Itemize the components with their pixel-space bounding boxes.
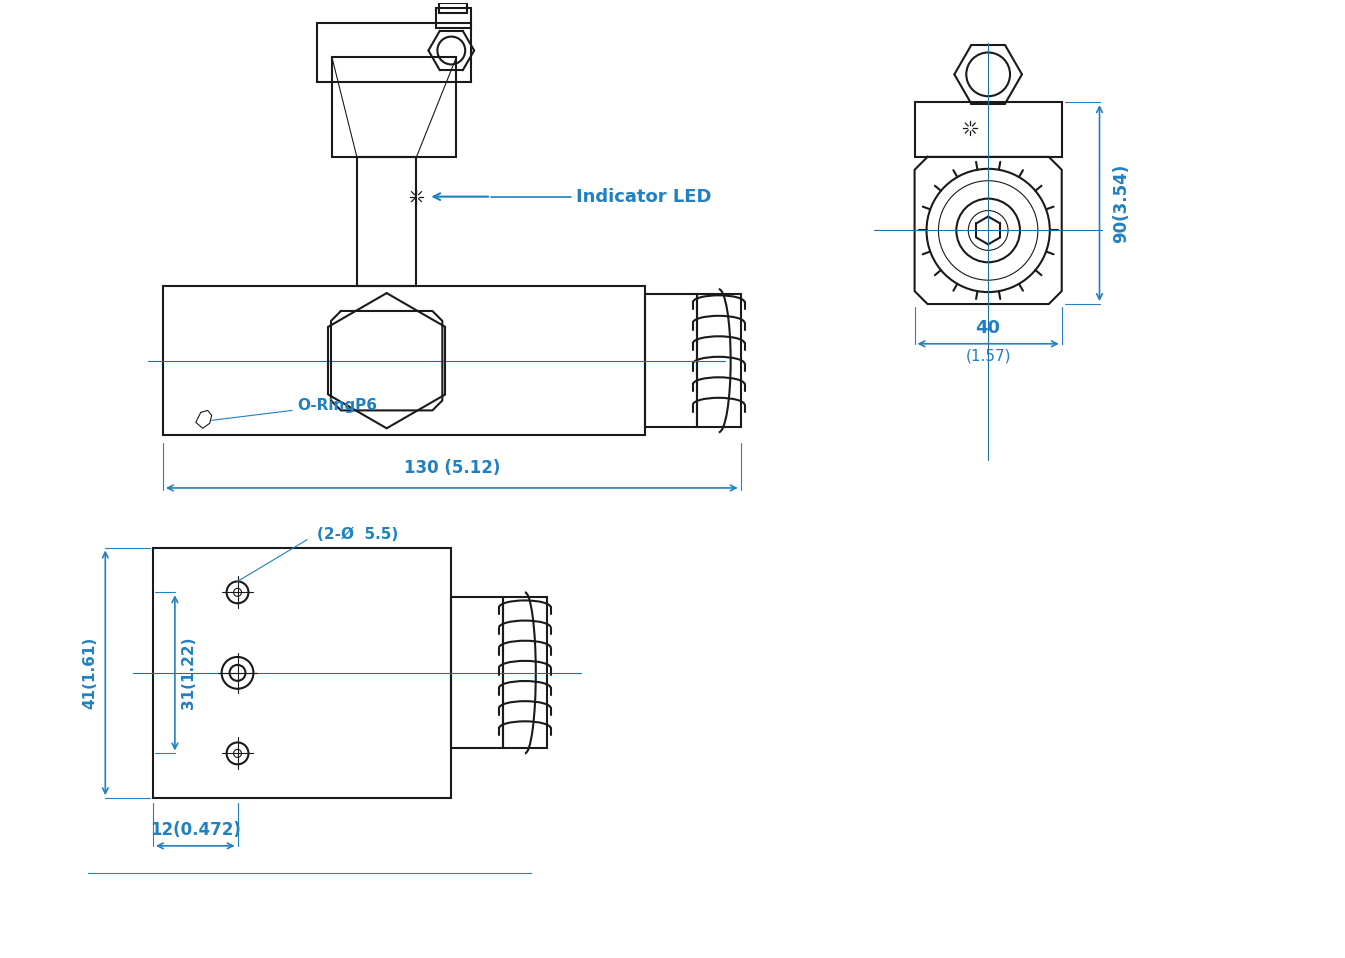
Bar xyxy=(153,548,452,798)
Text: 12(0.472): 12(0.472) xyxy=(149,821,241,839)
Text: 130 (5.12): 130 (5.12) xyxy=(404,459,500,477)
Bar xyxy=(503,597,546,748)
Text: 41(1.61): 41(1.61) xyxy=(82,637,97,709)
Bar xyxy=(915,103,1061,157)
Text: (1.57): (1.57) xyxy=(966,348,1011,363)
Bar xyxy=(317,23,471,82)
Bar xyxy=(163,286,646,435)
Bar xyxy=(436,8,471,28)
Text: 40: 40 xyxy=(975,319,1001,337)
Text: 90(3.54): 90(3.54) xyxy=(1112,164,1130,242)
Bar xyxy=(356,157,417,286)
Text: 31(1.22): 31(1.22) xyxy=(182,637,196,709)
Text: O-RingP6: O-RingP6 xyxy=(297,398,377,413)
Bar xyxy=(646,294,697,427)
Text: Indicator LED: Indicator LED xyxy=(576,188,712,206)
Bar xyxy=(332,57,456,157)
Bar xyxy=(697,294,741,427)
Polygon shape xyxy=(196,410,211,428)
Text: (2-Ø  5.5): (2-Ø 5.5) xyxy=(317,527,398,542)
Bar xyxy=(452,597,503,748)
Bar xyxy=(440,3,467,12)
